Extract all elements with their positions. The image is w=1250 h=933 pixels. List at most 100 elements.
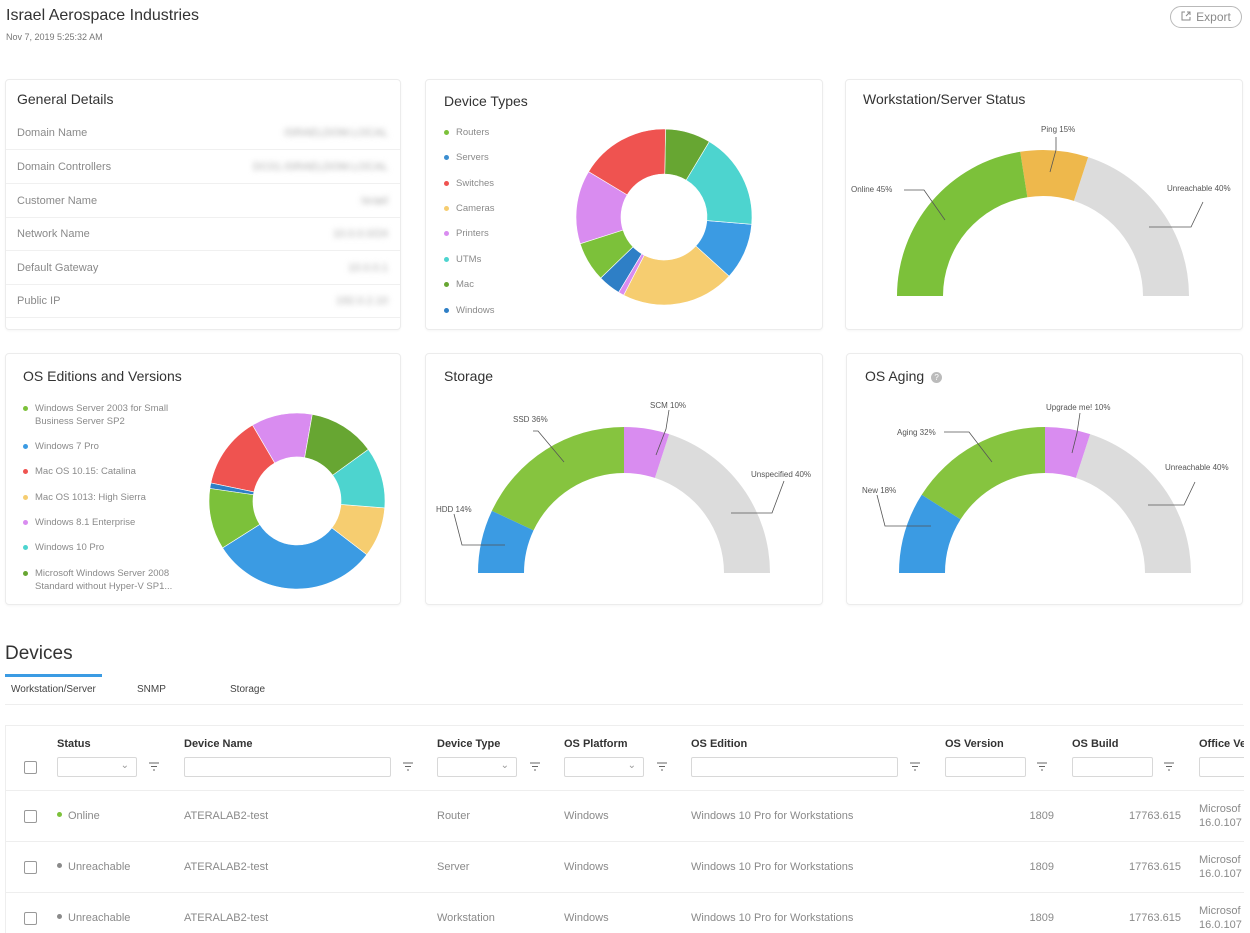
- table-row[interactable]: Unreachable ATERALAB2-test Workstation W…: [6, 892, 1244, 933]
- legend-label: Mac OS 1013: High Sierra: [35, 492, 146, 503]
- storage-gauge: HDD 14% SSD 36% SCM 10% Unspecified 40%: [436, 401, 811, 573]
- legend-item[interactable]: Windows 7 Pro: [23, 440, 99, 453]
- legend-item[interactable]: Servers: [444, 151, 489, 164]
- status-dot: [57, 914, 62, 919]
- legend-label: Windows 7 Pro: [35, 441, 99, 452]
- slice-windows-7-pro[interactable]: [222, 524, 368, 590]
- slice-windows-server-2003-for-small-business-server-sp2[interactable]: [208, 488, 261, 549]
- os-build-cell: 17763.615: [1129, 912, 1181, 924]
- filter-icon[interactable]: [149, 762, 159, 771]
- upgrade-label: Upgrade me! 10%: [1046, 403, 1110, 412]
- legend-item[interactable]: Switches: [444, 177, 494, 190]
- help-icon[interactable]: ?: [931, 372, 943, 383]
- row-checkbox[interactable]: [24, 912, 37, 925]
- segment-new[interactable]: [899, 494, 961, 573]
- slice-mac[interactable]: [664, 128, 710, 181]
- segment-ping[interactable]: [1020, 150, 1089, 201]
- tab-storage[interactable]: Storage: [230, 684, 266, 695]
- os-edition-filter-input[interactable]: [691, 757, 898, 777]
- slice-mac-os-1013-high-sierra[interactable]: [331, 504, 386, 556]
- table-row[interactable]: Unreachable ATERALAB2-test Server Window…: [6, 841, 1244, 893]
- legend-item[interactable]: Mac OS 10.15: Catalina: [23, 465, 136, 478]
- row-checkbox[interactable]: [24, 861, 37, 874]
- legend-item[interactable]: Windows 8.1 Enterprise: [23, 516, 135, 529]
- column-header-office-version[interactable]: Office Ve: [1199, 738, 1244, 750]
- os-build-cell: 17763.615: [1129, 810, 1181, 822]
- slice-servers[interactable]: [695, 220, 753, 277]
- row-checkbox[interactable]: [24, 810, 37, 823]
- table-row[interactable]: Online ATERALAB2-test Router Windows Win…: [6, 790, 1244, 842]
- legend-item[interactable]: Mac: [444, 278, 474, 291]
- legend-dot: [23, 406, 28, 411]
- office-version-cell: Microsof 16.0.107: [1199, 853, 1242, 881]
- legend-item[interactable]: Windows Server 2003 for Small Business S…: [23, 402, 185, 428]
- os-build-filter-input[interactable]: [1072, 757, 1153, 777]
- export-button[interactable]: Export: [1170, 6, 1242, 28]
- device-name-cell[interactable]: ATERALAB2-test: [184, 810, 269, 822]
- segment-unspecified[interactable]: [654, 434, 770, 573]
- slice-switches[interactable]: [588, 128, 666, 196]
- slice-mac-os-10-15-catalina[interactable]: [210, 424, 276, 493]
- column-header-os-build[interactable]: OS Build: [1072, 738, 1119, 750]
- column-header-os-platform[interactable]: OS Platform: [564, 738, 628, 750]
- scm-label: SCM 10%: [650, 401, 686, 410]
- tab-workstation-server[interactable]: Workstation/Server: [11, 684, 96, 695]
- segment-hdd[interactable]: [478, 510, 534, 573]
- segment-scm[interactable]: [624, 427, 670, 478]
- os-edition-cell: Windows 10 Pro for Workstations: [691, 912, 854, 924]
- device-name-cell[interactable]: ATERALAB2-test: [184, 861, 269, 873]
- filter-icon[interactable]: [1037, 762, 1047, 771]
- segment-unreachable[interactable]: [1075, 434, 1191, 573]
- office-version-cell: Microsof 16.0.107: [1199, 802, 1242, 830]
- slice-utms[interactable]: [685, 141, 753, 225]
- os-platform-filter-select[interactable]: ⌄: [564, 757, 644, 777]
- status-filter-select[interactable]: ⌄: [57, 757, 137, 777]
- column-header-device-type[interactable]: Device Type: [437, 738, 501, 750]
- os-platform-cell: Windows: [564, 861, 609, 873]
- filter-icon[interactable]: [403, 762, 413, 771]
- legend-item[interactable]: UTMs: [444, 253, 481, 266]
- legend-item[interactable]: Routers: [444, 126, 489, 139]
- select-all-checkbox[interactable]: [24, 761, 37, 774]
- legend-item[interactable]: Cameras: [444, 202, 495, 215]
- slice-windows[interactable]: [600, 246, 643, 293]
- column-header-os-version[interactable]: OS Version: [945, 738, 1004, 750]
- filter-icon[interactable]: [910, 762, 920, 771]
- os-edition-cell: Windows 10 Pro for Workstations: [691, 810, 854, 822]
- legend-item[interactable]: Microsoft Windows Server 2008 Standard w…: [23, 567, 185, 593]
- device-name-cell[interactable]: ATERALAB2-test: [184, 912, 269, 924]
- segment-ssd[interactable]: [491, 427, 624, 531]
- legend-item[interactable]: Windows 10 Pro: [23, 541, 104, 554]
- filter-icon[interactable]: [657, 762, 667, 771]
- slice-microsoft-windows-server-2008-standard-without-hyper-v-sp1[interactable]: [304, 413, 369, 476]
- devices-tabs: Workstation/Server SNMP Storage: [5, 674, 1243, 705]
- slice-windows-10-pro[interactable]: [332, 448, 386, 509]
- column-header-status[interactable]: Status: [57, 738, 91, 750]
- detail-row: Customer Name Israel: [6, 184, 400, 218]
- filter-icon[interactable]: [1164, 762, 1174, 771]
- legend-dot: [444, 206, 449, 211]
- legend-dot: [23, 571, 28, 576]
- office-line: Microsof: [1199, 803, 1241, 815]
- device-name-filter-input[interactable]: [184, 757, 391, 777]
- segment-upgrade-me[interactable]: [1045, 427, 1091, 478]
- slice-routers[interactable]: [579, 229, 634, 279]
- column-header-device-name[interactable]: Device Name: [184, 738, 253, 750]
- os-version-filter-input[interactable]: [945, 757, 1026, 777]
- segment-online[interactable]: [897, 151, 1028, 296]
- legend-item[interactable]: Printers: [444, 227, 489, 240]
- column-header-os-edition[interactable]: OS Edition: [691, 738, 748, 750]
- slice-cameras[interactable]: [623, 245, 730, 306]
- segment-unreachable[interactable]: [1073, 157, 1189, 296]
- office-version-filter-input[interactable]: [1199, 757, 1244, 777]
- tab-snmp[interactable]: SNMP: [137, 684, 166, 695]
- detail-row: Domain Name ISRAELDOM.LOCAL: [6, 116, 400, 150]
- filter-icon[interactable]: [530, 762, 540, 771]
- device-type-filter-select[interactable]: ⌄: [437, 757, 517, 777]
- segment-aging[interactable]: [921, 427, 1045, 520]
- legend-item[interactable]: Windows: [444, 304, 495, 317]
- detail-label: Network Name: [17, 228, 90, 240]
- legend-item[interactable]: Mac OS 1013: High Sierra: [23, 491, 146, 504]
- legend-label: Mac OS 10.15: Catalina: [35, 466, 136, 477]
- detail-label: Domain Controllers: [17, 161, 112, 173]
